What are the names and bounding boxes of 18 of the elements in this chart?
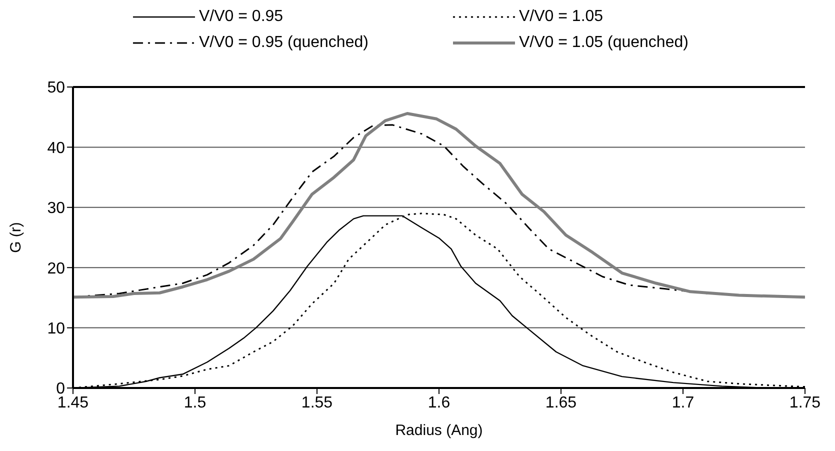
y-axis-title: G (r) xyxy=(7,222,24,253)
x-tick-label: 1.5 xyxy=(184,394,206,412)
y-tick-label: 20 xyxy=(47,260,66,278)
y-tick-label: 40 xyxy=(47,140,66,157)
x-tick-label: 1.75 xyxy=(789,394,821,412)
y-tick-label: 10 xyxy=(47,320,66,338)
x-tick-label: 1.65 xyxy=(545,394,577,412)
y-tick-label: 50 xyxy=(47,80,66,97)
line-series xyxy=(73,112,805,299)
x-axis-title: Radius (Ang) xyxy=(395,422,483,439)
legend-label: V/V0 = 0.95 (quenched) xyxy=(199,34,368,52)
legend-label: V/V0 = 1.05 xyxy=(519,8,604,26)
x-tick-label: 1.55 xyxy=(301,394,333,412)
legend-label: V/V0 = 0.95 xyxy=(199,8,284,26)
y-tick-label: 30 xyxy=(47,200,66,218)
x-tick-label: 1.7 xyxy=(672,394,694,412)
legend-label: V/V0 = 1.05 (quenched) xyxy=(519,34,688,52)
x-tick-label: 1.6 xyxy=(428,394,450,412)
